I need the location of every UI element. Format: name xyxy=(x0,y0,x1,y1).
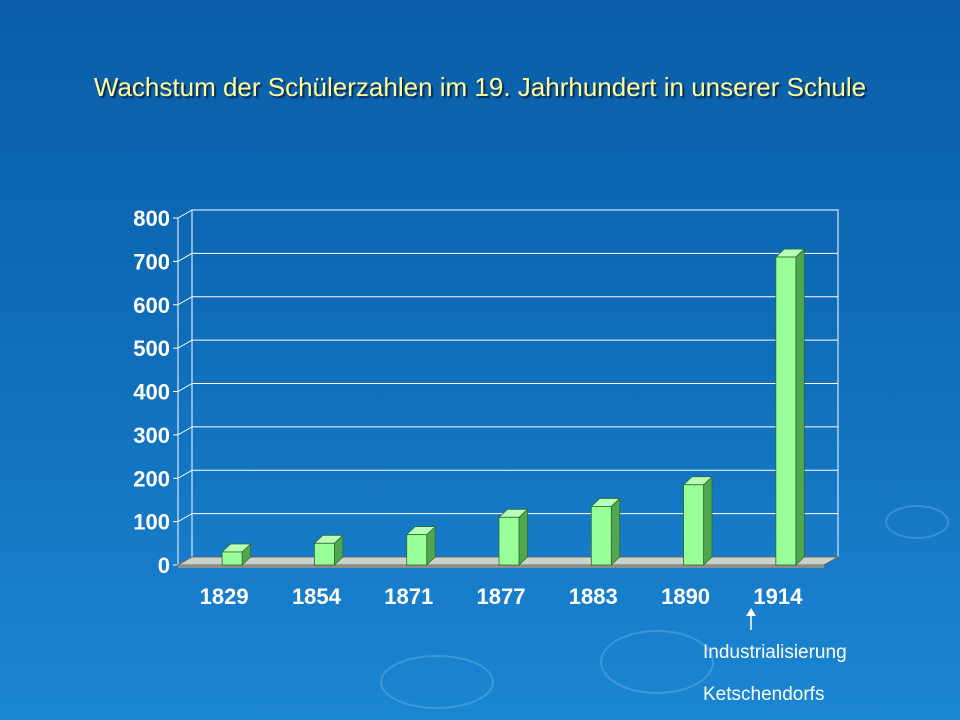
y-tick-label: 800 xyxy=(133,206,170,231)
gridline-depth xyxy=(177,383,193,392)
x-tick-label: 1829 xyxy=(200,584,249,609)
annotation-line-2: Ketschendorfs xyxy=(703,684,825,705)
x-tick-label: 1877 xyxy=(477,584,526,609)
bar xyxy=(406,534,428,566)
bar-side xyxy=(518,508,528,566)
y-tick-label: 700 xyxy=(133,249,170,274)
gridline-depth xyxy=(177,339,193,349)
y-tick-label: 500 xyxy=(133,336,170,361)
y-tick-label: 600 xyxy=(133,293,170,318)
ripple-decoration xyxy=(600,630,714,694)
gridline-depth xyxy=(177,252,193,262)
ripple-decoration xyxy=(380,655,494,709)
y-tick-label: 200 xyxy=(133,466,170,491)
y-tick-label: 400 xyxy=(133,380,170,405)
bar-side xyxy=(703,475,713,566)
annotation-line-1: Industrialisierung xyxy=(703,642,847,663)
x-tick-label: 1883 xyxy=(569,584,618,609)
bar xyxy=(314,542,335,566)
bar xyxy=(683,484,704,566)
gridline-depth xyxy=(177,426,193,436)
bar-side xyxy=(795,248,805,566)
annotation-arrowhead xyxy=(746,608,756,616)
x-tick-label: 1871 xyxy=(384,584,433,609)
y-tick-label: 100 xyxy=(133,510,170,535)
gridline-depth xyxy=(177,209,193,219)
bar xyxy=(775,256,797,566)
y-tick-label: 0 xyxy=(158,553,170,578)
ripple-decoration xyxy=(885,505,949,539)
annotation: Industrialisierung Ketschendorfs xyxy=(703,632,847,716)
bar-side xyxy=(610,497,621,566)
x-tick-label: 1914 xyxy=(753,584,803,609)
bar xyxy=(498,516,520,566)
gridline-depth xyxy=(177,513,193,523)
x-tick-label: 1854 xyxy=(292,584,342,609)
chart-floor-edge xyxy=(178,565,824,568)
bar xyxy=(221,551,243,566)
gridline-depth xyxy=(177,469,193,479)
slide-title: Wachstum der Schülerzahlen im 19. Jahrhu… xyxy=(93,72,867,102)
x-tick-label: 1890 xyxy=(661,584,710,609)
y-tick-label: 300 xyxy=(133,423,170,448)
bar xyxy=(590,506,612,566)
gridline-depth xyxy=(177,296,193,306)
